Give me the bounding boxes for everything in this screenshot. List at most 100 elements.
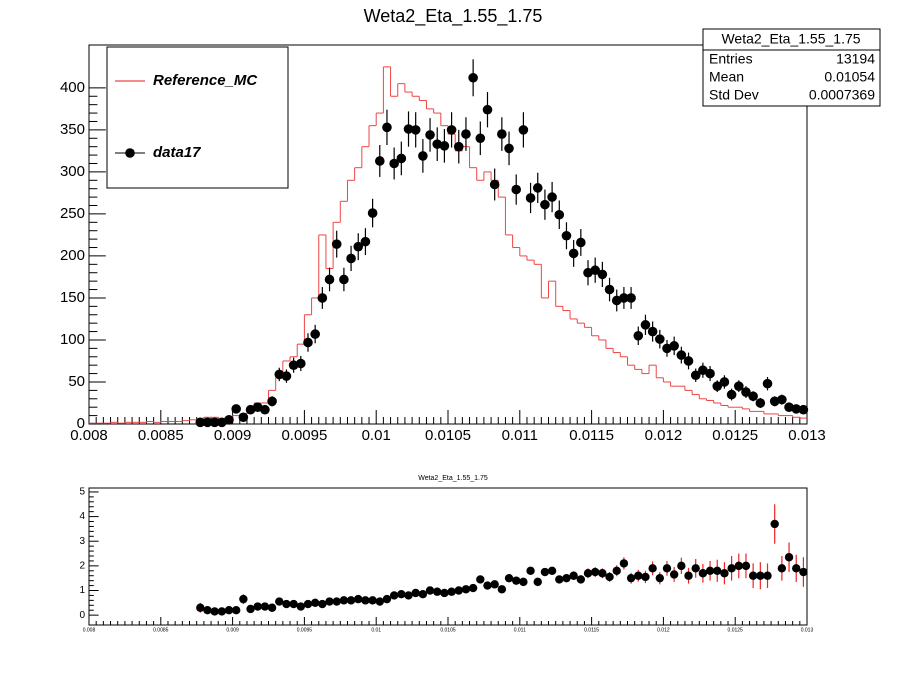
data-point: [705, 566, 715, 575]
data-point: [526, 566, 535, 575]
data-point: [705, 368, 715, 379]
data-point: [339, 596, 349, 605]
data-point: [453, 141, 464, 152]
data-point: [231, 404, 241, 414]
chart-title: Weta2_Eta_1.55_1.75: [364, 6, 543, 27]
frame: [88, 487, 808, 626]
data-point: [296, 358, 306, 369]
data-point: [483, 581, 492, 590]
legend-box: [106, 46, 289, 189]
data-point: [253, 602, 262, 611]
data-point: [605, 572, 614, 582]
stats-value: 13194: [836, 51, 875, 67]
data-point: [612, 566, 621, 575]
data-point: [375, 597, 384, 606]
data-point: [791, 404, 802, 414]
data-point: [568, 248, 579, 259]
data-point: [554, 209, 565, 220]
data-point: [454, 586, 463, 595]
data-point: [468, 583, 478, 593]
data-point: [324, 274, 335, 285]
x-tick-label: 0.012: [657, 627, 670, 633]
data-point: [267, 603, 277, 612]
data-point: [346, 253, 356, 264]
data-point: [641, 572, 650, 582]
data-point: [547, 192, 557, 202]
legend-marker: [125, 148, 135, 158]
data-point: [683, 356, 694, 366]
data-point: [777, 564, 787, 573]
x-tick-label: 0.0115: [584, 627, 599, 633]
stats-label: Mean: [709, 69, 744, 85]
data-point: [562, 573, 571, 583]
x-tick-label: 0.0105: [425, 427, 471, 444]
data-point: [576, 237, 586, 248]
stats-box: [702, 28, 881, 107]
y-tick-label: 50: [68, 373, 85, 390]
stats-label: Entries: [709, 51, 753, 67]
data-point: [339, 274, 349, 285]
data-point: [533, 577, 542, 587]
data-point: [511, 184, 522, 195]
data-point: [540, 567, 550, 577]
data-point: [770, 519, 779, 529]
x-tick-label: 0.0095: [297, 627, 313, 633]
data-point: [425, 130, 435, 140]
data-point: [224, 414, 234, 425]
x-tick-label: 0.0105: [440, 627, 456, 633]
y-tick-label: 1: [79, 585, 85, 596]
data-point: [719, 377, 730, 387]
data-point: [792, 564, 801, 573]
data-point: [727, 564, 736, 573]
data-point: [677, 561, 686, 571]
data-point: [368, 596, 377, 605]
data-point: [425, 586, 435, 595]
data-point: [784, 402, 794, 412]
data-point: [540, 199, 550, 210]
data-point: [440, 588, 449, 598]
data-point: [569, 571, 578, 580]
data-point: [691, 564, 700, 573]
data-point: [733, 381, 744, 391]
data-point: [238, 412, 249, 423]
data-point: [310, 329, 320, 339]
data-point: [433, 587, 442, 596]
data-point: [619, 559, 629, 568]
stats-value: 0.01054: [824, 69, 875, 85]
data-point: [325, 597, 334, 606]
data-point: [403, 124, 414, 134]
data-point: [598, 569, 607, 578]
data-point: [224, 606, 234, 615]
data-point: [239, 594, 248, 604]
data-point: [353, 241, 364, 252]
x-tick-label: 0.0085: [153, 627, 169, 633]
data-point: [410, 125, 421, 135]
x-tick-label: 0.013: [788, 427, 826, 444]
data-point: [504, 573, 514, 583]
data-point: [361, 596, 370, 605]
data-point: [619, 293, 629, 303]
x-tick-label: 0.011: [514, 627, 526, 633]
data-point: [662, 564, 672, 573]
y-tick-label: 0: [77, 415, 85, 432]
data-point: [490, 580, 499, 589]
y-tick-label: 150: [60, 289, 85, 306]
data-point: [590, 265, 600, 276]
data-point: [748, 571, 758, 580]
data-point: [676, 350, 687, 360]
data-point: [217, 607, 227, 616]
data-point: [411, 588, 420, 598]
data-point: [669, 341, 679, 351]
data-point: [519, 577, 528, 587]
data-point: [382, 594, 392, 604]
data-point: [713, 566, 722, 575]
data-point: [439, 141, 450, 151]
data-point: [317, 293, 328, 303]
data-point: [698, 365, 708, 376]
data-point: [310, 598, 320, 608]
data-point: [468, 72, 478, 83]
data-point: [655, 573, 665, 583]
data-point: [432, 139, 443, 149]
data-point: [777, 394, 787, 405]
